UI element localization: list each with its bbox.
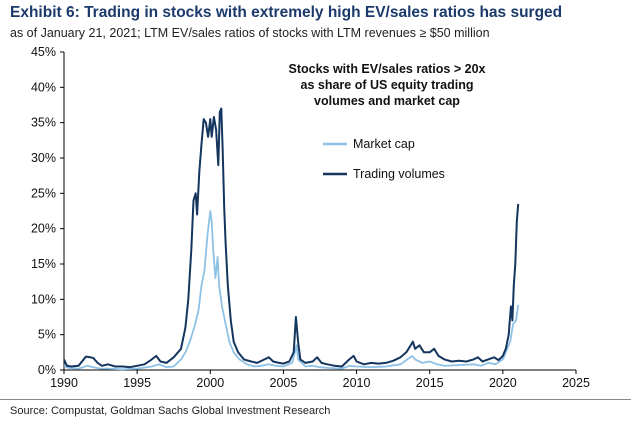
plot-area xyxy=(63,107,520,371)
y-tick-label: 30% xyxy=(31,151,56,165)
y-tick-label: 10% xyxy=(31,292,56,306)
line-chart: 0% 5% 10% 15% 20% 25% 30% 35% 40% 45% 1990 1995 200… xyxy=(31,45,590,390)
x-tick-label: 1995 xyxy=(123,376,151,390)
series-line-trading-volumes xyxy=(63,107,520,369)
y-axis: 0% 5% 10% 15% 20% 25% 30% 35% 40% 45% xyxy=(31,45,65,377)
y-tick-label: 20% xyxy=(31,222,56,236)
x-tick-label: 2015 xyxy=(416,376,444,390)
x-axis: 1990 1995 2000 2005 2010 2015 2020 2025 xyxy=(50,369,590,390)
y-tick-label: 35% xyxy=(31,116,56,130)
annotation-line: as share of US equity trading xyxy=(301,78,474,92)
x-tick-label: 2010 xyxy=(343,376,371,390)
page-title: Exhibit 6: Trading in stocks with extrem… xyxy=(10,4,563,21)
annotation-line: Stocks with EV/sales ratios > 20x xyxy=(289,62,486,76)
y-tick-label: 0% xyxy=(38,363,56,377)
x-tick-label: 2020 xyxy=(489,376,517,390)
y-tick-label: 5% xyxy=(38,328,56,342)
y-tick-label: 40% xyxy=(31,80,56,94)
series-line-market-cap xyxy=(63,210,520,371)
source-note: Source: Compustat, Goldman Sachs Global … xyxy=(10,405,331,417)
x-tick-label: 2005 xyxy=(270,376,298,390)
legend-label-trading-volumes: Trading volumes xyxy=(353,167,445,181)
legend: Market cap Trading volumes xyxy=(323,137,445,181)
y-tick-label: 45% xyxy=(31,45,56,59)
y-tick-label: 25% xyxy=(31,186,56,200)
page-subtitle: as of January 21, 2021; LTM EV/sales rat… xyxy=(10,26,490,40)
annotation-line: volumes and market cap xyxy=(314,94,460,108)
y-tick-label: 15% xyxy=(31,257,56,271)
x-tick-label: 1990 xyxy=(50,376,78,390)
x-tick-label: 2000 xyxy=(196,376,224,390)
legend-label-market-cap: Market cap xyxy=(353,137,415,151)
x-tick-label: 2025 xyxy=(562,376,590,390)
chart-annotation: Stocks with EV/sales ratios > 20x as sha… xyxy=(289,62,486,108)
source-divider xyxy=(0,399,631,400)
